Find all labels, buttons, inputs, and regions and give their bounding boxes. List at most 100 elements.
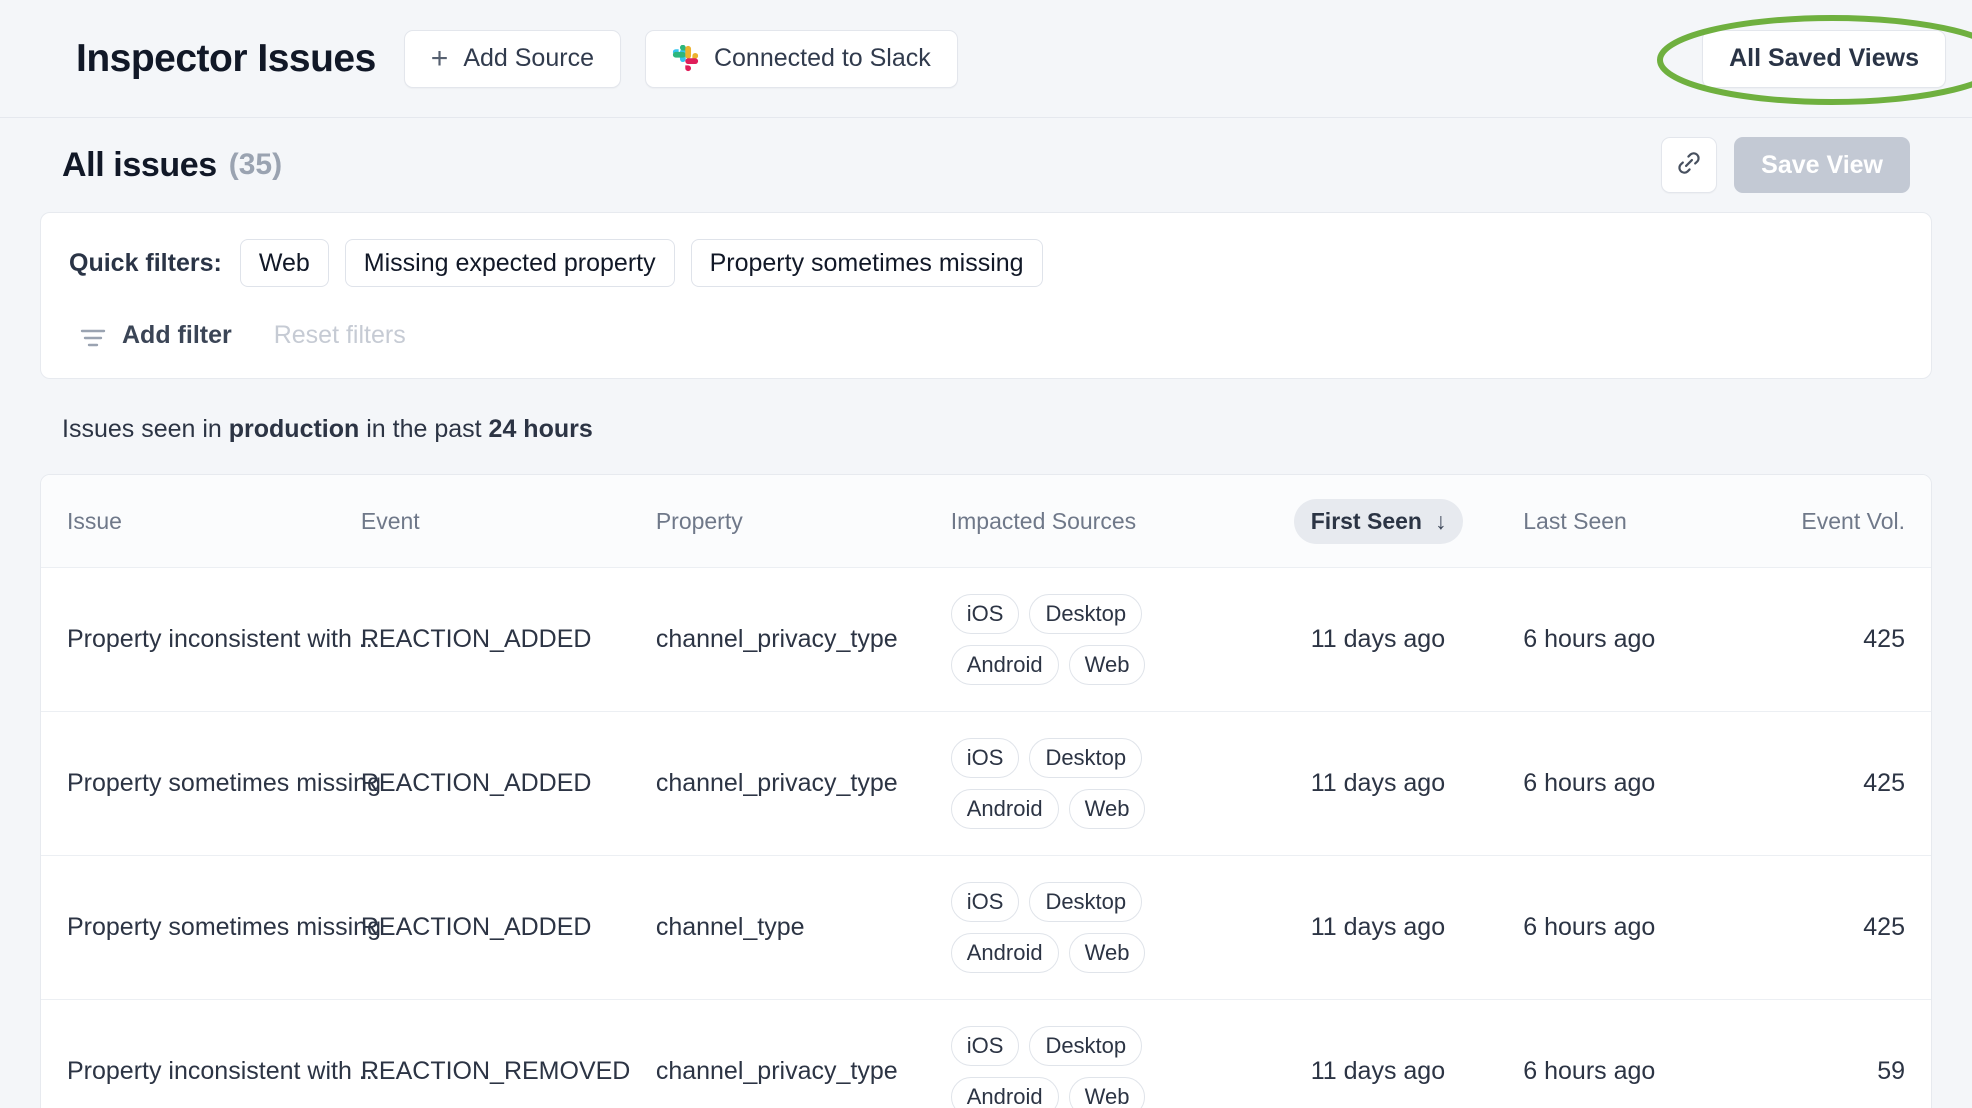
source-badge[interactable]: Android	[950, 645, 1059, 685]
cell-issue-text: Property sometimes missing	[67, 769, 381, 797]
source-badge[interactable]: Web	[1068, 933, 1146, 973]
table-row[interactable]: Property sometimes missing REACTION_ADDED…	[41, 855, 1931, 1000]
cell-issue-text: Property inconsistent with ...	[67, 1057, 380, 1085]
cell-issue[interactable]: Property inconsistent with ...	[41, 999, 380, 1108]
add-filter-label: Add filter	[122, 321, 232, 349]
issue-count: (35)	[228, 148, 283, 181]
all-saved-views-label: All Saved Views	[1729, 44, 1919, 72]
cell-property-text: channel_privacy_type	[655, 1057, 898, 1085]
source-badge-group: iOS Desktop Android Web	[950, 882, 1231, 973]
source-badge-group: iOS Desktop Android Web	[950, 594, 1231, 685]
filter-actions-row: Add filter Reset filters	[69, 321, 1903, 350]
cell-impacted-sources: iOS Desktop Android Web	[950, 567, 1311, 712]
quick-filter-chip-missing-expected-property[interactable]: Missing expected property	[344, 239, 675, 287]
source-badge[interactable]: Web	[1068, 789, 1146, 829]
source-badge[interactable]: Desktop	[1029, 1026, 1143, 1066]
source-badge[interactable]: Desktop	[1029, 882, 1143, 922]
table-row[interactable]: Property inconsistent with ... REACTION_A…	[41, 567, 1931, 712]
cell-impacted-sources: iOS Desktop Android Web	[950, 855, 1311, 1000]
cell-event: REACTION_ADDED	[360, 855, 656, 1000]
page-content: All issues (35) Save View Quick filters:…	[0, 118, 1972, 1108]
add-filter-button[interactable]: Add filter	[80, 321, 232, 350]
source-badge[interactable]: iOS	[950, 1026, 1020, 1066]
sort-pill-label: First Seen	[1310, 508, 1422, 534]
cell-first-seen: 11 days ago	[1310, 855, 1524, 1000]
plus-icon: +	[430, 41, 449, 75]
source-badge-group: iOS Desktop Android Web	[950, 1026, 1231, 1108]
source-badge[interactable]: Android	[950, 933, 1059, 973]
source-badge[interactable]: Android	[950, 1077, 1059, 1108]
page-title: Inspector Issues	[76, 36, 376, 80]
issues-table-body: Property inconsistent with ... REACTION_A…	[41, 567, 1931, 1108]
cell-event-text: REACTION_ADDED	[360, 913, 592, 941]
source-badge[interactable]: Android	[950, 789, 1059, 829]
cell-event-text: REACTION_REMOVED	[360, 1057, 631, 1085]
cell-property: channel_privacy_type	[655, 711, 951, 856]
cell-first-seen-text: 11 days ago	[1310, 913, 1446, 941]
column-header-issue[interactable]: Issue	[41, 475, 361, 568]
saved-views-area: All Saved Views	[1657, 14, 1972, 105]
issues-table-header: Issue Event Property Impacted Sources Fi…	[41, 475, 1931, 568]
column-header-impacted-sources[interactable]: Impacted Sources	[950, 475, 1311, 568]
reset-filters-button[interactable]: Reset filters	[273, 321, 406, 349]
cell-last-seen: 6 hours ago	[1523, 999, 1736, 1108]
cell-first-seen-text: 11 days ago	[1310, 1057, 1446, 1085]
cell-issue-text: Property inconsistent with ...	[67, 625, 380, 653]
add-source-label: Add Source	[463, 44, 594, 72]
cell-last-seen-text: 6 hours ago	[1523, 769, 1656, 797]
source-badge[interactable]: Desktop	[1029, 738, 1143, 778]
connected-to-slack-button[interactable]: Connected to Slack	[644, 29, 958, 88]
cell-event-text: REACTION_ADDED	[360, 769, 592, 797]
cell-first-seen-text: 11 days ago	[1310, 769, 1446, 797]
all-issues-title: All issues	[62, 145, 217, 184]
all-saved-views-button[interactable]: All Saved Views	[1702, 29, 1946, 88]
table-row[interactable]: Property sometimes missing REACTION_ADDED…	[41, 711, 1931, 856]
column-header-event[interactable]: Event	[360, 475, 656, 568]
quick-filter-chip-web[interactable]: Web	[239, 239, 329, 287]
cell-event-vol-text: 59	[1877, 1057, 1905, 1085]
column-header-property[interactable]: Property	[655, 475, 951, 568]
cell-issue[interactable]: Property sometimes missing	[41, 855, 381, 1000]
source-badge-group: iOS Desktop Android Web	[950, 738, 1231, 829]
filter-card: Quick filters: Web Missing expected prop…	[40, 212, 1932, 379]
cell-issue[interactable]: Property sometimes missing	[41, 711, 381, 856]
quick-filter-chip-property-sometimes-missing[interactable]: Property sometimes missing	[690, 239, 1043, 287]
source-badge[interactable]: Web	[1068, 1077, 1146, 1108]
sort-pill-first-seen[interactable]: First Seen ↓	[1293, 499, 1464, 544]
cell-event-vol-text: 425	[1863, 625, 1905, 653]
context-environment: production	[228, 415, 360, 443]
source-badge[interactable]: iOS	[950, 882, 1020, 922]
cell-property: channel_privacy_type	[655, 567, 951, 712]
save-view-button[interactable]: Save View	[1734, 137, 1910, 193]
context-middle: in the past	[359, 415, 489, 443]
cell-impacted-sources: iOS Desktop Android Web	[950, 711, 1311, 856]
source-badge[interactable]: iOS	[950, 594, 1020, 634]
cell-first-seen: 11 days ago	[1310, 999, 1524, 1108]
cell-event-text: REACTION_ADDED	[360, 625, 592, 653]
header-actions: Save View	[1661, 137, 1910, 193]
source-badge[interactable]: iOS	[950, 738, 1020, 778]
copy-link-button[interactable]	[1661, 137, 1718, 193]
funnel-icon	[80, 326, 106, 346]
table-row[interactable]: Property inconsistent with ... REACTION_R…	[41, 999, 1931, 1108]
source-badge[interactable]: Web	[1068, 645, 1146, 685]
column-header-last-seen[interactable]: Last Seen	[1523, 475, 1736, 568]
source-badge[interactable]: Desktop	[1029, 594, 1143, 634]
slack-label: Connected to Slack	[713, 44, 931, 72]
cell-first-seen: 11 days ago	[1310, 711, 1524, 856]
cell-first-seen-text: 11 days ago	[1310, 625, 1446, 653]
cell-event: REACTION_REMOVED	[360, 999, 656, 1108]
cell-event-vol: 425	[1735, 855, 1931, 1000]
cell-issue[interactable]: Property inconsistent with ...	[41, 567, 380, 712]
quick-filters-label: Quick filters:	[69, 248, 222, 277]
sort-descending-icon: ↓	[1434, 508, 1447, 534]
cell-property-text: channel_type	[655, 913, 805, 941]
context-prefix: Issues seen in	[62, 415, 229, 443]
context-timeframe: 24 hours	[488, 415, 593, 443]
page-header: All issues (35) Save View	[40, 118, 1932, 212]
column-header-first-seen[interactable]: First Seen ↓	[1293, 475, 1524, 568]
table-header-row: Issue Event Property Impacted Sources Fi…	[41, 475, 1931, 568]
cell-event-vol-text: 425	[1863, 913, 1905, 941]
column-header-event-vol[interactable]: Event Vol.	[1735, 475, 1931, 568]
add-source-button[interactable]: + Add Source	[403, 29, 621, 88]
